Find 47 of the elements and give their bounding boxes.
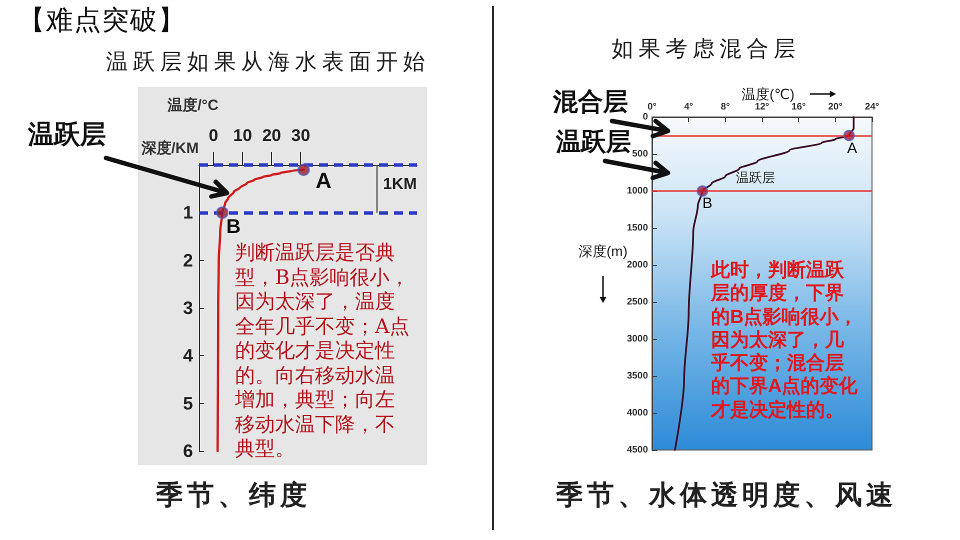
y-tick-label: 1500 bbox=[626, 222, 648, 234]
y-tick-label: 3000 bbox=[626, 334, 648, 344]
y-tick-label: 500 bbox=[632, 148, 648, 160]
y-tick-label: 4 bbox=[182, 346, 193, 366]
annotation: 1KM bbox=[383, 176, 417, 194]
chart-title: 温跃层如果从海水表面开始 bbox=[106, 50, 430, 76]
x-tick-label: 16° bbox=[791, 102, 806, 112]
y-tick-label: 2 bbox=[182, 250, 193, 270]
annotation: A bbox=[316, 168, 332, 194]
y-tick-label: 4500 bbox=[626, 444, 648, 456]
x-tick-label: 30 bbox=[291, 126, 310, 145]
annotation: B bbox=[702, 195, 712, 212]
x-tick-label: 0° bbox=[647, 102, 657, 112]
y-axis-title: 深度(m) bbox=[578, 242, 628, 260]
x-tick-label: 8° bbox=[720, 102, 730, 112]
y-tick-label: 6 bbox=[182, 441, 193, 461]
text: 【难点突破】 bbox=[18, 5, 186, 36]
text: 温跃层 bbox=[556, 128, 631, 157]
text: 温跃层 bbox=[28, 119, 106, 150]
x-tick-label: 20° bbox=[828, 102, 843, 112]
x-tick-label: 12° bbox=[754, 102, 770, 112]
y-tick-label: 3 bbox=[182, 298, 193, 318]
x-tick-label: 10 bbox=[233, 126, 252, 145]
y-axis-title: 深度/KM bbox=[141, 140, 199, 158]
annotation: 此时，判断温跃层的厚度，下界的B点影响很小，因为太深了，几乎不变；混合层的下界A点的变化才是决定性的。 bbox=[711, 259, 858, 422]
annotation: B bbox=[226, 216, 241, 239]
y-tick-label: 3500 bbox=[626, 370, 648, 382]
text: 判断温跃层是否典型，B点影响很小，因为太深了，温度全年几乎不变；A点的变化才是决定性的。向右移动水温增加，典型；向左移动水温下降，不典型。 bbox=[235, 240, 410, 460]
x-tick-label: 4° bbox=[684, 102, 694, 112]
x-tick-label: 24° bbox=[864, 102, 880, 112]
annotation: 温跃层 bbox=[736, 170, 775, 186]
x-axis-title: 温度(℃) bbox=[741, 86, 795, 102]
chart-title: 如果考虑混合层 bbox=[612, 37, 800, 63]
y-tick-label: 1000 bbox=[626, 186, 648, 196]
y-tick-label: 2000 bbox=[626, 260, 648, 270]
x-tick-label: 20 bbox=[262, 126, 282, 145]
text: 混合层 bbox=[553, 88, 628, 117]
y-tick-label: 1 bbox=[182, 202, 193, 223]
y-tick-label: 5 bbox=[182, 393, 193, 414]
x-axis-title: 温度/°C bbox=[168, 97, 218, 115]
y-tick-label: 2500 bbox=[626, 296, 648, 308]
y-tick-label: 0 bbox=[642, 112, 648, 122]
annotation: A bbox=[847, 140, 858, 157]
text: 季节、水体透明度、风速 bbox=[556, 480, 897, 512]
text: 季节、纬度 bbox=[156, 480, 311, 512]
x-tick-label: 0 bbox=[208, 126, 218, 145]
y-tick-label: 4000 bbox=[626, 408, 648, 418]
